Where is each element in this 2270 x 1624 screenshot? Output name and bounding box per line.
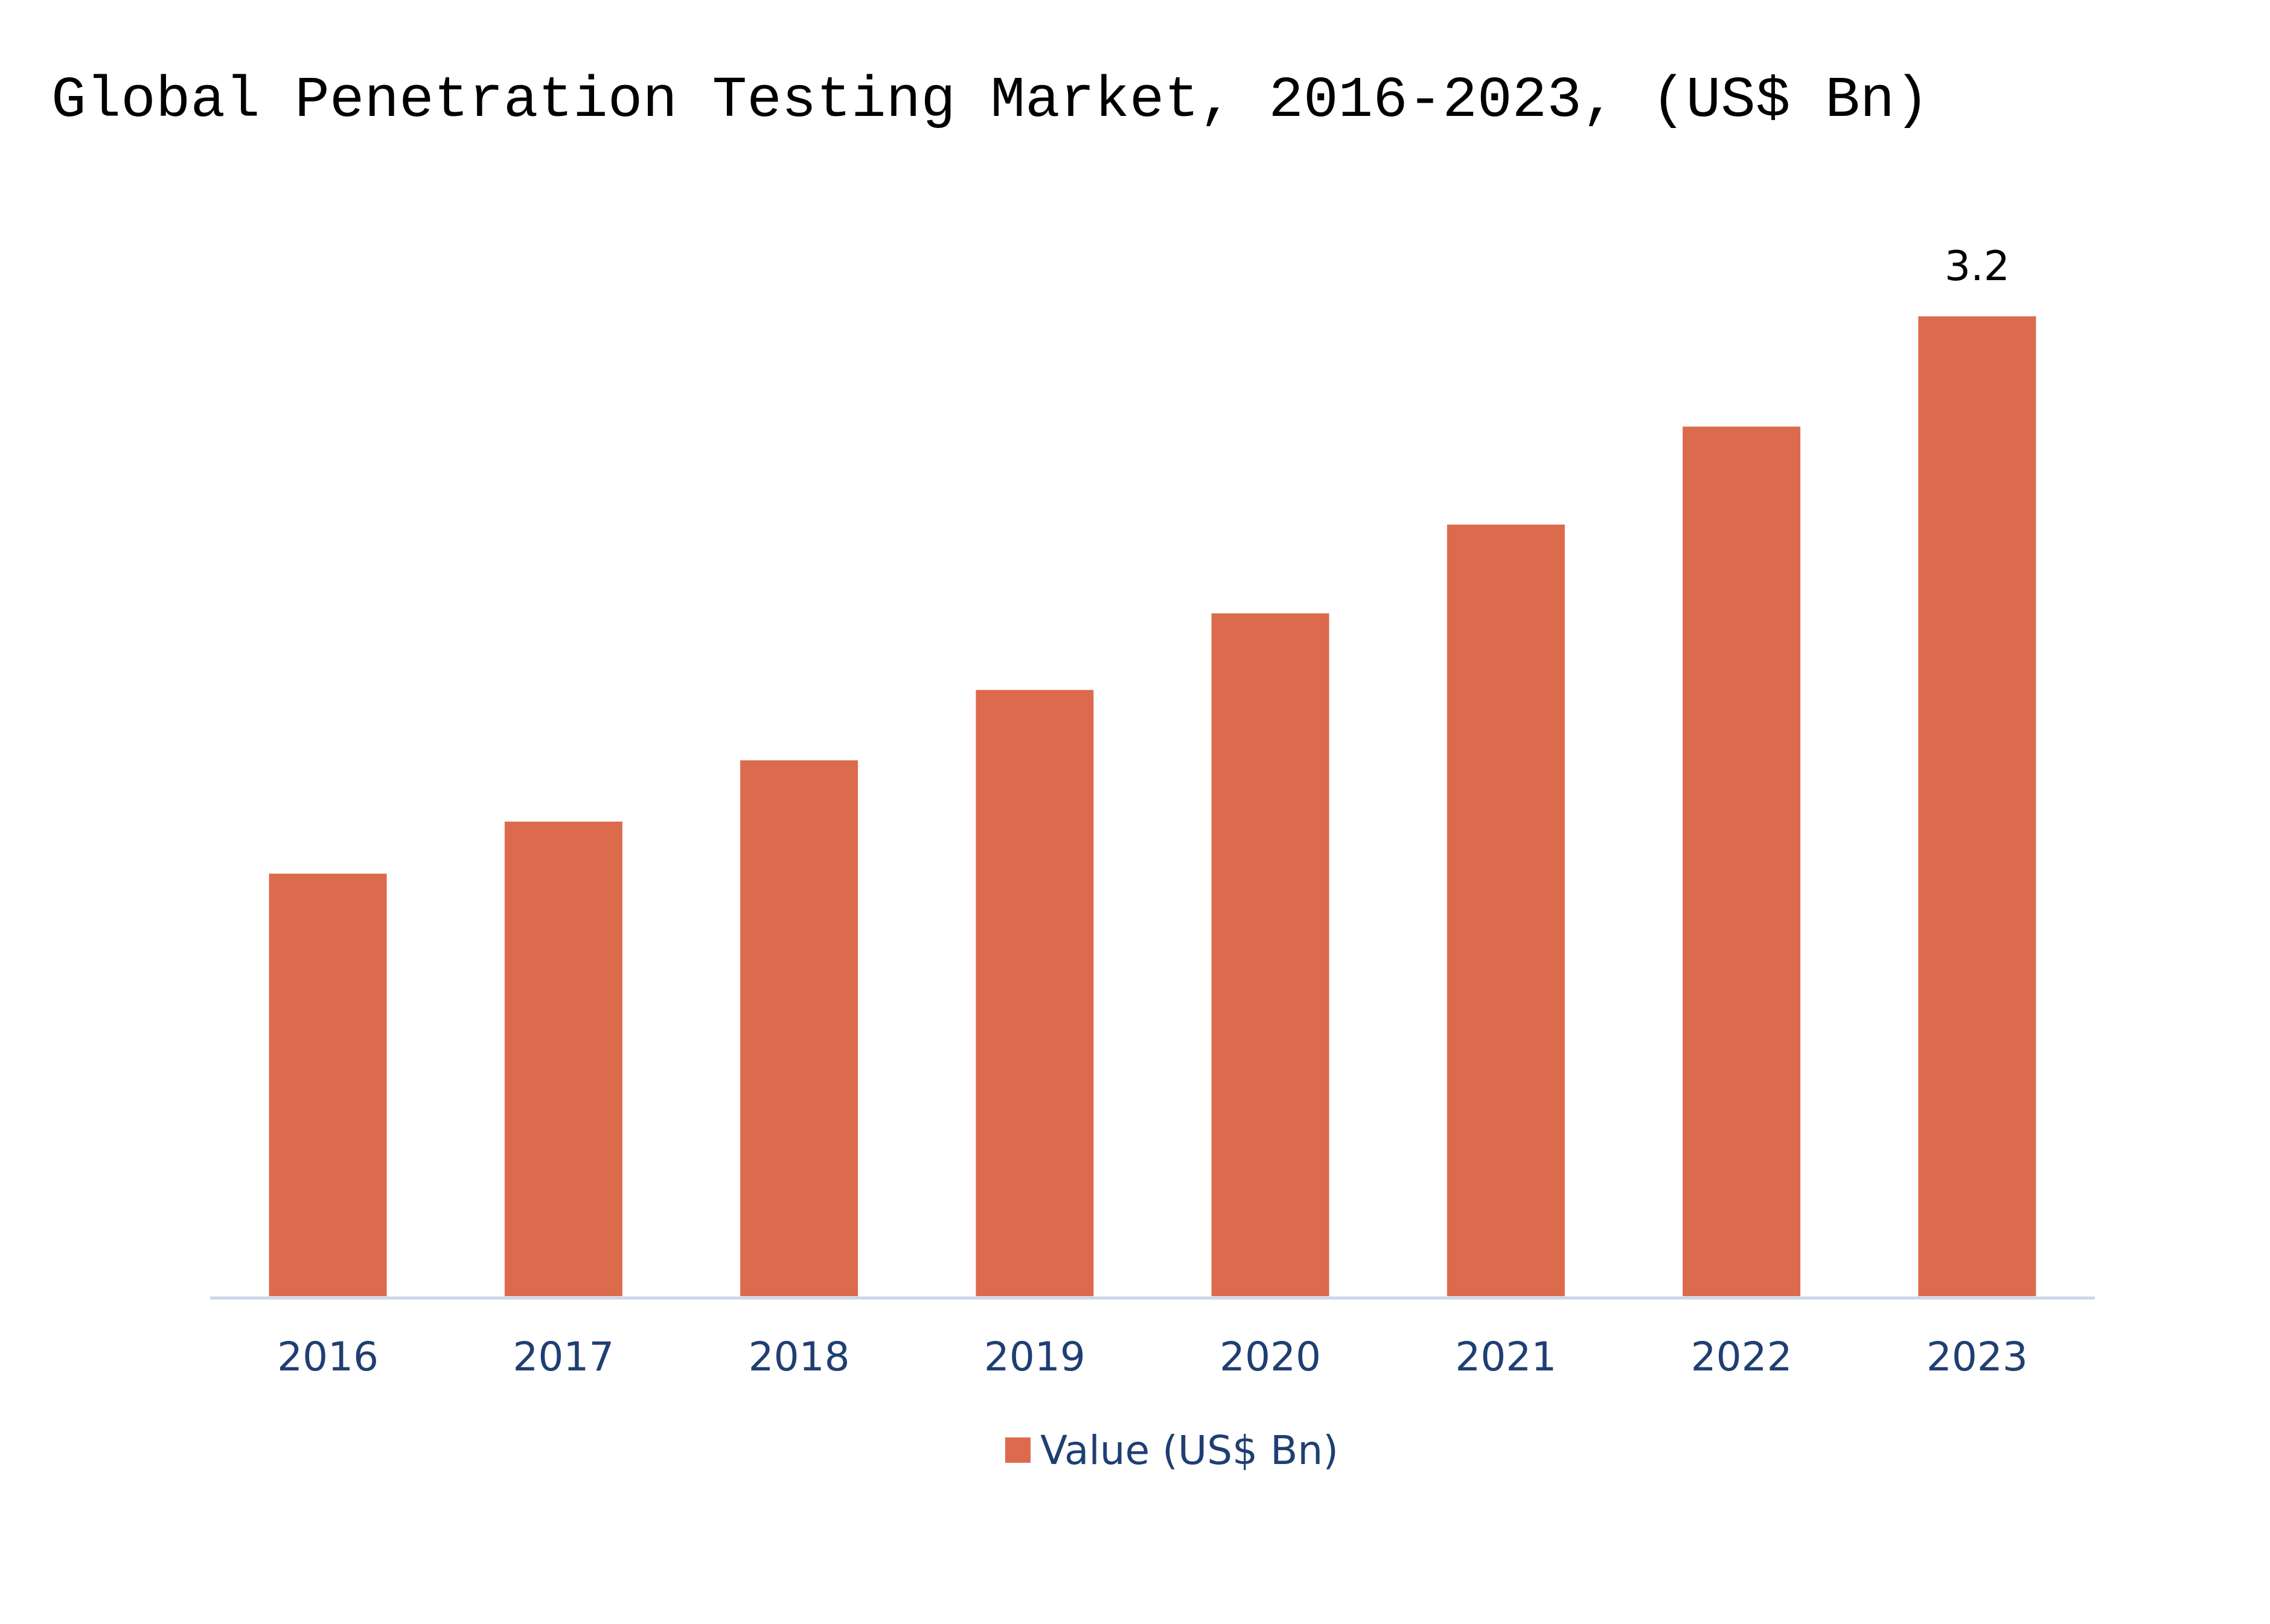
legend-swatch (1005, 1437, 1031, 1463)
bar-2022 (1683, 426, 1801, 1296)
bar-2018 (740, 760, 858, 1296)
x-tick-2023: 2023 (1926, 1334, 2028, 1380)
x-tick-2019: 2019 (984, 1334, 1085, 1380)
bar-2019 (976, 689, 1094, 1296)
bar-2021 (1447, 524, 1565, 1296)
data-label-2023: 3.2 (1945, 243, 2010, 290)
bar-2023 (1918, 316, 2036, 1296)
bars-layer (269, 316, 2036, 1296)
legend-label: Value (US$ Bn) (1040, 1427, 1338, 1474)
bar-2020 (1211, 613, 1329, 1296)
x-tick-2017: 2017 (513, 1334, 614, 1380)
x-tick-labels: 2016 2017 2018 2019 2020 2021 2022 2023 (277, 1334, 2028, 1380)
x-tick-2016: 2016 (277, 1334, 379, 1380)
legend: Value (US$ Bn) (1005, 1427, 1338, 1474)
bar-2017 (504, 821, 622, 1296)
chart-title: Global Penetration Testing Market, 2016-… (51, 68, 1930, 133)
bar-2016 (269, 874, 387, 1296)
data-labels-layer: 3.2 (1945, 243, 2010, 290)
x-tick-2018: 2018 (749, 1334, 850, 1380)
x-tick-2020: 2020 (1220, 1334, 1321, 1380)
x-tick-2022: 2022 (1691, 1334, 1792, 1380)
x-tick-2021: 2021 (1455, 1334, 1556, 1380)
